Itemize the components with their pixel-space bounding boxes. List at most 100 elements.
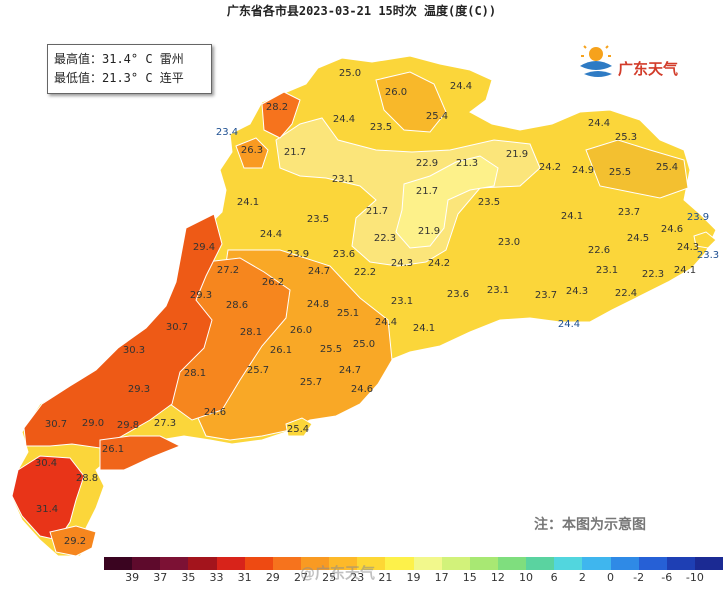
warm-zone-west-c xyxy=(23,213,223,449)
station-temperature-label: 24.3 xyxy=(677,242,699,253)
station-temperature-label: 23.1 xyxy=(391,296,413,307)
warm-zone-east xyxy=(585,139,689,199)
brand-name: 广东天气 xyxy=(618,60,679,78)
legend-labels: 39 37 35 33 31 29 27 25 23 21 19 17 15 12 10 6 2 0 -2 -6 -10 xyxy=(104,571,723,587)
station-temperature-label: 27.2 xyxy=(217,265,239,276)
station-temperature-label: 22.6 xyxy=(588,245,610,256)
legend-swatch xyxy=(244,557,273,570)
station-temperature-label: 29.8 xyxy=(117,420,139,431)
station-temperature-label: 23.9 xyxy=(287,249,309,260)
island xyxy=(285,417,313,437)
station-temperature-label: 25.4 xyxy=(426,111,448,122)
legend-swatch xyxy=(104,557,133,570)
legend-swatch xyxy=(357,557,386,570)
station-temperature-label: 25.7 xyxy=(300,377,322,388)
station-temperature-label: 24.4 xyxy=(333,114,355,125)
legend-label: 25 xyxy=(322,571,337,584)
station-temperature-label: 27.3 xyxy=(154,418,176,429)
station-temperature-label: 24.3 xyxy=(566,286,588,297)
station-temperature-label: 29.4 xyxy=(193,242,215,253)
station-temperature-label: 23.7 xyxy=(535,290,557,301)
station-temperature-label: 26.3 xyxy=(241,145,263,156)
temperature-legend: 39 37 35 33 31 29 27 25 23 21 19 17 15 12 10 6 2 0 -2 -6 -10 xyxy=(104,557,723,592)
station-temperature-label: 23.4 xyxy=(216,127,238,138)
legend-swatch xyxy=(188,557,217,570)
legend-label: 39 xyxy=(125,571,140,584)
legend-swatch xyxy=(216,557,245,570)
station-temperature-label: 24.7 xyxy=(339,365,361,376)
legend-label: 12 xyxy=(490,571,505,584)
station-temperature-label: 26.0 xyxy=(385,87,407,98)
station-temperature-label: 24.1 xyxy=(413,323,435,334)
legend-swatch xyxy=(385,557,414,570)
station-temperature-label: 24.5 xyxy=(627,233,649,244)
station-temperature-label: 25.7 xyxy=(247,365,269,376)
legend-label: -10 xyxy=(685,571,704,584)
station-temperature-label: 28.8 xyxy=(76,473,98,484)
station-temperature-label: 25.4 xyxy=(287,424,309,435)
station-temperature-label: 21.3 xyxy=(456,158,478,169)
legend-label: 37 xyxy=(153,571,168,584)
station-temperature-label: 21.7 xyxy=(284,147,306,158)
station-temperature-label: 22.4 xyxy=(615,288,637,299)
station-temperature-label: 23.5 xyxy=(478,197,500,208)
legend-swatch xyxy=(582,557,611,570)
station-temperature-label: 29.3 xyxy=(190,290,212,301)
guangdong-temperature-map: 25.0 26.0 24.4 28.2 25.4 24.4 23.5 23.4 24.4 25.3… xyxy=(11,55,719,557)
station-temperature-label: 24.2 xyxy=(539,162,561,173)
station-temperature-label: 30.4 xyxy=(35,458,57,469)
station-temperature-label: 24.4 xyxy=(588,118,610,129)
station-temperature-label: 24.9 xyxy=(572,165,594,176)
station-temperature-label: 25.0 xyxy=(339,68,361,79)
min-temperature-line: 最低值：21.3° C 连平 xyxy=(54,71,184,85)
station-temperature-label: 29.2 xyxy=(64,536,86,547)
station-temperature-label: 24.4 xyxy=(450,81,472,92)
legend-label: 29 xyxy=(265,571,280,584)
station-temperature-label: 23.6 xyxy=(447,289,469,300)
station-temperature-label: 23.7 xyxy=(618,207,640,218)
station-temperature-label: 30.7 xyxy=(166,322,188,333)
schematic-note: 注：本图为示意图 xyxy=(534,517,646,533)
legend-label: 0 xyxy=(606,571,614,584)
legend-swatch xyxy=(497,557,527,570)
warm-zone-nw-2 xyxy=(235,137,269,169)
station-temperature-label: 23.1 xyxy=(596,265,618,276)
station-temperature-label: 23.5 xyxy=(307,214,329,225)
station-temperature-label: 26.0 xyxy=(290,325,312,336)
station-temperature-label: 24.4 xyxy=(260,229,282,240)
station-temperature-label: 25.0 xyxy=(353,339,375,350)
station-temperature-label: 28.6 xyxy=(226,300,248,311)
island xyxy=(693,231,717,249)
station-temperature-label: 26.1 xyxy=(270,345,292,356)
legend-label: 15 xyxy=(462,571,477,584)
legend-swatch xyxy=(666,557,695,570)
legend-swatch xyxy=(694,557,723,570)
warm-zone-nw xyxy=(261,91,301,139)
legend-label: 10 xyxy=(519,571,534,584)
station-temperature-label: 22.9 xyxy=(416,158,438,169)
station-temperature-label: 25.4 xyxy=(656,162,678,173)
station-temperature-label: 21.7 xyxy=(416,186,438,197)
legend-swatch xyxy=(413,557,442,570)
legend-label: 33 xyxy=(209,571,224,584)
station-temperature-label: 26.2 xyxy=(262,277,284,288)
legend-swatch xyxy=(300,557,330,570)
legend-swatch xyxy=(610,557,639,570)
station-temperature-label: 22.3 xyxy=(642,269,664,280)
legend-label: -2 xyxy=(633,571,645,584)
legend-label: 23 xyxy=(350,571,365,584)
station-temperature-label: 23.3 xyxy=(697,250,719,261)
station-temperature-label: 22.3 xyxy=(374,233,396,244)
station-temperature-label: 25.1 xyxy=(337,308,359,319)
legend-swatch xyxy=(329,557,358,570)
legend-swatch xyxy=(469,557,498,570)
max-temperature-line: 最高值：31.4° C 雷州 xyxy=(54,52,184,66)
station-temperature-label: 24.4 xyxy=(375,317,397,328)
legend-label: 31 xyxy=(237,571,252,584)
legend-label: 27 xyxy=(293,571,308,584)
station-temperature-label: 24.1 xyxy=(237,197,259,208)
legend-label: 21 xyxy=(378,571,393,584)
station-temperature-label: 23.9 xyxy=(687,212,709,223)
station-temperature-label: 28.1 xyxy=(184,368,206,379)
station-temperature-label: 21.7 xyxy=(366,206,388,217)
